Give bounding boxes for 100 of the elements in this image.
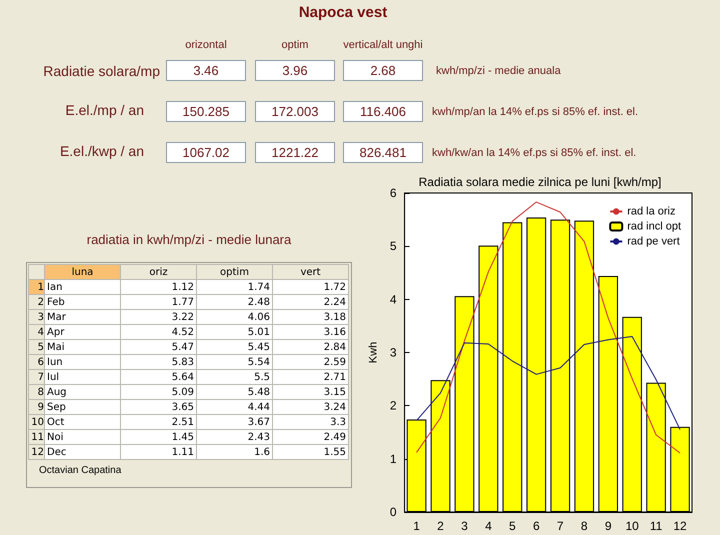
text: 1.72 [272,280,348,294]
text: Dec [44,444,120,460]
chart-subtitle: Radiatia solara medie zilnica pe luni [kwh/mp] [418,175,662,189]
text: E.el./mp / an [65,102,144,118]
text: 5.09 [120,384,196,400]
line-series [416,202,681,454]
text: Radiatie solara/mp [43,63,160,79]
legend-label: rad pe vert [627,236,680,248]
x-tick-label: 9 [604,519,612,533]
text: 1.11 [120,444,196,460]
text: Oct [44,414,120,430]
text: kwh/mp/an la 14% ef.ps si 85% ef. inst. el. [432,106,638,118]
text: 4.52 [120,324,196,340]
text: 2.48 [196,294,272,310]
chart-title: Napoca vest [298,4,388,21]
y-tick-label: 6 [390,186,397,200]
text: 3.96 [255,60,335,81]
category-label: 6 [38,356,44,368]
text: Iun [44,354,120,370]
text: vertical/alt unghi [342,39,424,51]
text: 1.45 [120,430,196,444]
text: Feb [44,294,120,310]
text: 3.46 [166,60,246,81]
y-tick-label: 2 [390,398,397,413]
text: 2.71 [272,370,348,384]
category-label: 11 [31,432,44,442]
text: 5.47 [120,340,196,354]
x-tick-label: 11 [650,519,663,533]
category-label: 1 [38,282,44,292]
text: 5.83 [120,354,196,370]
text: 2.51 [120,414,196,430]
text: orizontal [184,39,228,51]
text: Mar [44,310,120,324]
legend-label: rad la oriz [627,206,676,218]
text: 3.67 [196,414,272,430]
text: 826.481 [343,142,423,163]
text: Noi [44,430,120,444]
text: 1.6 [196,444,272,460]
text: Ian [44,280,120,294]
line-series [416,336,681,430]
text: 172.003 [255,101,335,122]
legend-label: rad incl opt [627,220,682,232]
category-label: 4 [38,326,44,338]
text: Aug [44,384,120,400]
category-label: 2 [38,296,44,308]
text: 2.59 [272,354,348,370]
category-label: 7 [38,372,44,382]
category-label: 12 [31,446,44,458]
text: 150.285 [166,101,246,122]
y-tick-label: 0 [390,505,397,519]
text: Apr [44,324,120,340]
text: luna [44,264,120,280]
x-tick-label: 12 [673,519,688,533]
category-label: 9 [38,402,44,412]
text: 1.74 [196,280,272,294]
category-label: 5 [38,342,44,352]
text: vert [272,264,348,280]
x-tick-label: 7 [556,519,564,533]
text: 1.55 [272,444,348,460]
text: 3.15 [272,384,348,400]
text: Mai [44,340,120,354]
text: 3.65 [120,400,196,414]
text: 3.24 [272,400,348,414]
text: Iul [44,370,120,384]
text: 4.06 [196,310,272,324]
x-tick-label: 4 [485,519,492,533]
y-tick-label: 3 [390,346,397,360]
x-tick-label: 8 [580,519,588,533]
text: 2.49 [272,430,348,444]
category-label: 3 [38,312,44,322]
text: 5.45 [196,340,272,354]
text: Octavian Capatina [39,465,122,476]
y-axis-title: Kwh [368,342,380,364]
x-tick-label: 6 [532,519,540,533]
text: 5.5 [196,370,272,384]
text: 3.18 [272,310,348,324]
text: oriz [120,264,196,280]
text: 5.54 [196,354,272,370]
x-tick-label: 2 [437,519,444,533]
text: 4.44 [196,400,272,414]
text: 2.24 [272,294,348,310]
text: 2.43 [196,430,272,444]
text: optim [280,39,310,51]
text: 1067.02 [166,142,246,163]
text: 5.48 [196,384,272,400]
text: radiatia in kwh/mp/zi - medie lunara [86,232,292,247]
text: 3.3 [272,414,348,430]
text: optim [196,264,272,280]
text: E.el./kwp / an [60,143,144,159]
y-tick-label: 4 [390,292,397,306]
text: 116.406 [343,101,423,122]
text: 1221.22 [255,142,335,163]
text: 2.84 [272,340,348,354]
x-tick-label: 10 [625,519,640,533]
category-label: 10 [31,416,44,428]
text: 3.22 [120,310,196,324]
y-tick-label: 5 [390,239,397,254]
text: 1.12 [120,280,196,294]
text: 5.01 [196,324,272,340]
text: 2.68 [343,60,423,81]
